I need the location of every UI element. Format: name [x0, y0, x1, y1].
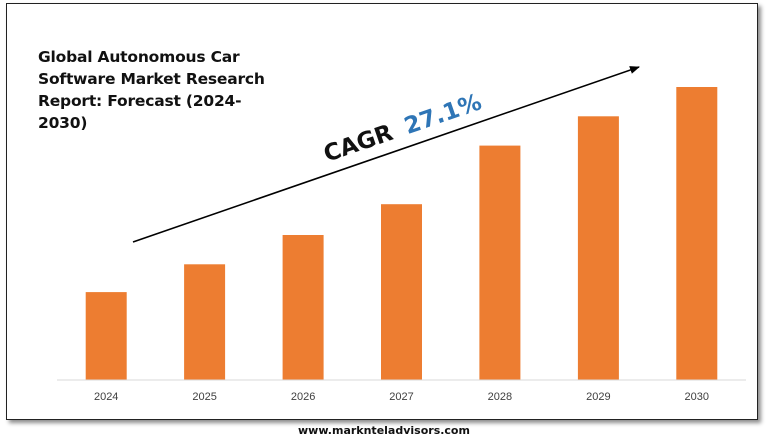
x-tick-label-2024: 2024 [94, 391, 118, 403]
cagr-label: CAGR [320, 120, 396, 168]
chart-title: Global Autonomous Car Software Market Re… [38, 48, 265, 132]
cagr-value: 27.1% [401, 89, 485, 140]
bar-2024 [85, 292, 127, 380]
bar-2025 [184, 264, 226, 380]
bar-2030 [676, 87, 718, 380]
x-tick-label-2025: 2025 [192, 391, 216, 403]
x-tick-label-2030: 2030 [685, 391, 709, 403]
bar-2026 [282, 235, 324, 380]
bar-2029 [577, 116, 619, 381]
bar-2027 [381, 204, 422, 380]
x-tick-label-2028: 2028 [488, 391, 512, 403]
growth-trend-arrow [132, 66, 640, 243]
footer-website: www.marknteladvisors.com [298, 424, 470, 437]
x-tick-label-2026: 2026 [291, 391, 315, 403]
x-tick-label-2027: 2027 [389, 391, 413, 403]
bar-2028 [479, 145, 521, 380]
x-tick-label-2029: 2029 [586, 391, 610, 403]
